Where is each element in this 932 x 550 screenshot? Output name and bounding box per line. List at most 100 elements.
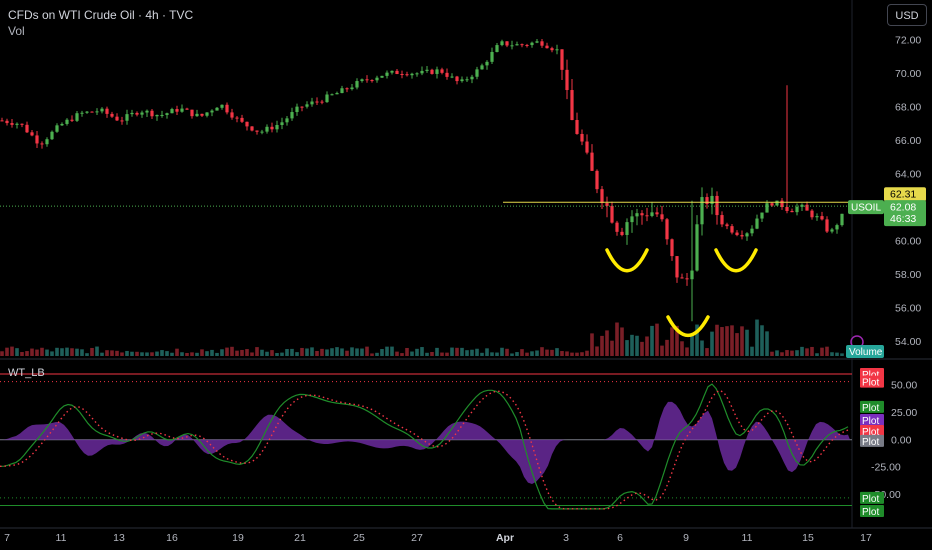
time-axis-tick: 7 bbox=[4, 532, 10, 544]
candle-body bbox=[470, 76, 474, 80]
volume-bar bbox=[80, 349, 84, 356]
volume-bar bbox=[650, 325, 654, 356]
volume-bar bbox=[625, 340, 629, 356]
volume-bar bbox=[825, 346, 829, 356]
indicator-axis-tick: 0.00 bbox=[891, 434, 912, 446]
candle-body bbox=[680, 277, 684, 279]
candle-body bbox=[425, 69, 429, 71]
candle-body bbox=[510, 45, 514, 47]
candle-body bbox=[660, 214, 664, 220]
plot-badge bbox=[860, 434, 884, 447]
candle-body bbox=[440, 69, 444, 73]
candle-body bbox=[675, 256, 679, 278]
plot-badge bbox=[860, 400, 884, 413]
volume-bar bbox=[155, 351, 159, 356]
candle-body bbox=[820, 216, 824, 220]
time-axis-tick: 3 bbox=[563, 532, 569, 544]
candle-body bbox=[825, 219, 829, 232]
candle-body bbox=[570, 90, 574, 121]
left-shoulder-annotation bbox=[605, 248, 649, 273]
candle-body bbox=[0, 120, 4, 122]
price-axis-tick: 70.00 bbox=[895, 68, 921, 80]
candle-body bbox=[330, 94, 334, 96]
volume-bar bbox=[150, 352, 154, 356]
volume-bar bbox=[610, 340, 614, 356]
volume-bar bbox=[500, 347, 504, 356]
plot-badge-text: Plot bbox=[862, 437, 879, 448]
price-axis-tick: 58.00 bbox=[895, 269, 921, 281]
volume-bar bbox=[235, 350, 239, 356]
candle-body bbox=[540, 41, 544, 46]
volume-bar bbox=[25, 351, 29, 356]
volume-bar bbox=[125, 350, 129, 356]
volume-bar bbox=[355, 348, 359, 356]
candle-body bbox=[730, 226, 734, 233]
volume-bar bbox=[620, 327, 624, 356]
volume-bar bbox=[135, 351, 139, 356]
volume-bar bbox=[190, 352, 194, 356]
volume-bar bbox=[675, 325, 679, 356]
candle-body bbox=[185, 108, 189, 110]
candle-body bbox=[475, 69, 479, 77]
volume-bar bbox=[810, 346, 814, 356]
candle-body bbox=[785, 206, 789, 211]
candle-body bbox=[490, 51, 494, 62]
candle-body bbox=[155, 114, 159, 117]
candle-body bbox=[640, 213, 644, 216]
volume-bar bbox=[10, 346, 14, 356]
candle-body bbox=[415, 73, 419, 75]
candle-body bbox=[500, 41, 504, 46]
candle-body bbox=[525, 44, 529, 46]
candle-body bbox=[305, 104, 309, 107]
time-axis-tick: 17 bbox=[860, 532, 872, 544]
volume-bar bbox=[655, 323, 659, 356]
candle-body bbox=[375, 77, 379, 81]
volume-bar bbox=[480, 352, 484, 356]
volume-bar bbox=[390, 346, 394, 356]
volume-bar bbox=[600, 335, 604, 356]
time-axis-tick: 25 bbox=[353, 532, 365, 544]
volume-bar bbox=[115, 350, 119, 356]
volume-bar bbox=[290, 348, 294, 356]
candle-body bbox=[465, 79, 469, 81]
volume-bar bbox=[760, 325, 764, 356]
volume-bar bbox=[415, 348, 419, 356]
volume-bar bbox=[265, 351, 269, 356]
candle-body bbox=[830, 229, 834, 232]
volume-bar bbox=[405, 347, 409, 356]
volume-bar bbox=[725, 326, 729, 356]
candle-body bbox=[210, 110, 214, 113]
candle-body bbox=[410, 73, 414, 76]
plot-badge bbox=[860, 414, 884, 427]
candle-body bbox=[235, 117, 239, 119]
plot-badge-text: Plot bbox=[862, 403, 879, 414]
volume-bar bbox=[400, 353, 404, 356]
volume-bar bbox=[645, 336, 649, 356]
candle-body bbox=[725, 224, 729, 227]
volume-bar bbox=[120, 352, 124, 356]
volume-bar bbox=[615, 322, 619, 356]
volume-bar bbox=[65, 347, 69, 356]
candle-body bbox=[295, 106, 299, 113]
volume-bar bbox=[460, 347, 464, 356]
candle-body bbox=[165, 113, 169, 115]
candle-body bbox=[705, 197, 709, 204]
volume-bar bbox=[710, 331, 714, 356]
candle-body bbox=[85, 111, 89, 113]
volume-bar bbox=[225, 347, 229, 356]
candle-body bbox=[810, 210, 814, 218]
candle-body bbox=[10, 123, 14, 125]
candle-body bbox=[240, 117, 244, 122]
plot-badge-text: Plot bbox=[862, 427, 879, 438]
volume-bar bbox=[60, 348, 64, 356]
currency-button[interactable]: USD bbox=[887, 4, 927, 26]
candle-body bbox=[325, 94, 329, 103]
volume-bar bbox=[835, 352, 839, 356]
indicator-title: WT_LB bbox=[8, 367, 45, 379]
candle-body bbox=[710, 195, 714, 204]
candle-body bbox=[740, 235, 744, 237]
volume-bar bbox=[680, 341, 684, 356]
volume-bar bbox=[330, 348, 334, 356]
volume-bar bbox=[530, 351, 534, 356]
